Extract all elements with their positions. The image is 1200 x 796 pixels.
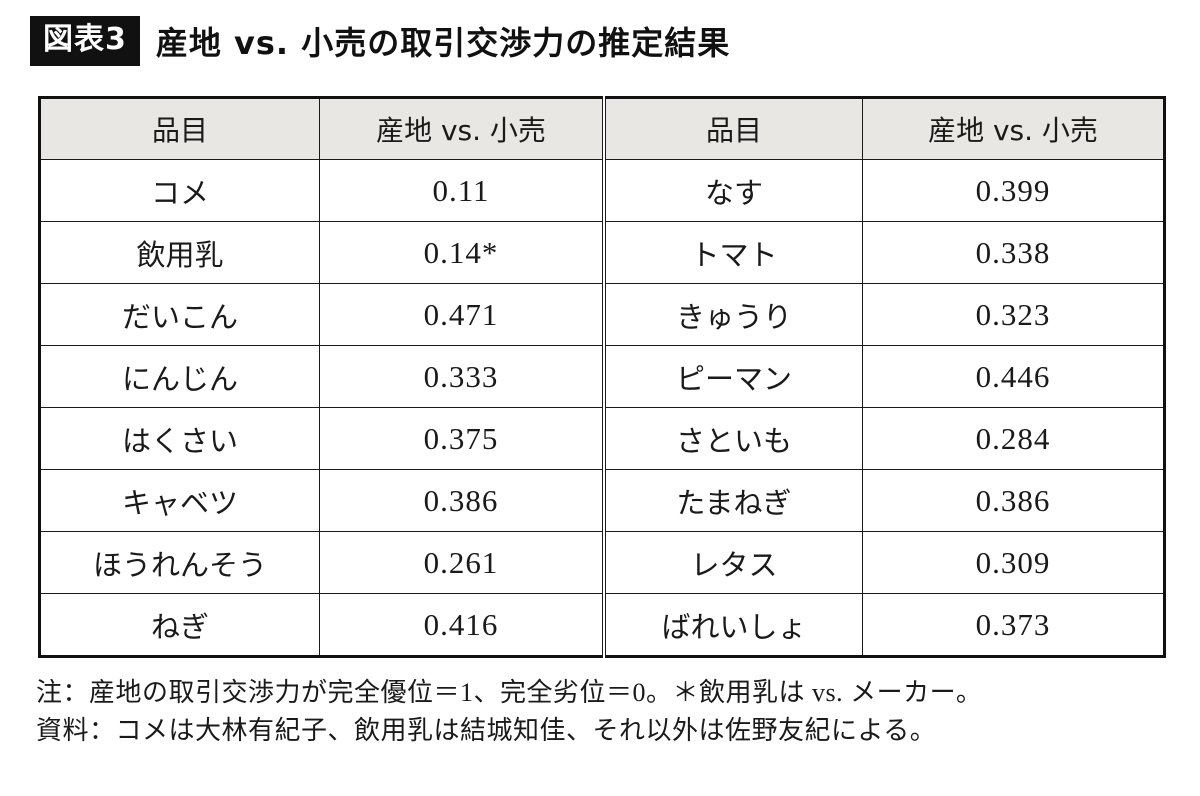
note-line: 注：産地の取引交渉力が完全優位＝1、完全劣位＝0。＊飲用乳は vs. メーカー。 — [36, 678, 983, 707]
table-row: キャベツ 0.386 たまねぎ 0.386 — [39, 469, 1165, 532]
value-cell: 0.338 — [862, 221, 1165, 284]
table-row: コメ 0.11 なす 0.399 — [39, 159, 1165, 222]
table-row: 飲用乳 0.14* トマト 0.338 — [39, 221, 1165, 284]
table-notes: 注：産地の取引交渉力が完全優位＝1、完全劣位＝0。＊飲用乳は vs. メーカー。… — [36, 674, 1200, 749]
table-row: だいこん 0.471 きゅうり 0.323 — [39, 283, 1165, 346]
column-header-value-left: 産地 vs. 小売 — [319, 97, 605, 160]
item-cell: ピーマン — [602, 345, 863, 408]
value-cell: 0.14* — [319, 221, 605, 284]
figure-title: 産地 vs. 小売の取引交渉力の推定結果 — [155, 24, 731, 62]
value-cell: 0.386 — [862, 469, 1165, 532]
value-cell: 0.416 — [319, 593, 605, 657]
value-cell: 0.375 — [319, 407, 605, 470]
table-body: コメ 0.11 なす 0.399 飲用乳 0.14* トマト 0.338 だいこん 0.471 きゅ… — [39, 159, 1165, 657]
column-header-item-left: 品目 — [39, 97, 320, 160]
value-cell: 0.11 — [319, 159, 605, 222]
value-cell: 0.471 — [319, 283, 605, 346]
item-cell: はくさい — [39, 407, 320, 470]
value-cell: 0.323 — [862, 283, 1165, 346]
item-cell: トマト — [602, 221, 863, 284]
value-cell: 0.333 — [319, 345, 605, 408]
figure-tag-badge: 図表3 — [30, 16, 140, 66]
item-cell: だいこん — [39, 283, 320, 346]
item-cell: さといも — [602, 407, 863, 470]
item-cell: 飲用乳 — [39, 221, 320, 284]
item-cell: コメ — [39, 159, 320, 222]
item-cell: にんじん — [39, 345, 320, 408]
item-cell: きゅうり — [602, 283, 863, 346]
item-cell: キャベツ — [39, 469, 320, 532]
table-row: にんじん 0.333 ピーマン 0.446 — [39, 345, 1165, 408]
figure-header: 図表3 産地 vs. 小売の取引交渉力の推定結果 — [30, 16, 1200, 66]
table-row: はくさい 0.375 さといも 0.284 — [39, 407, 1165, 470]
column-header-item-right: 品目 — [602, 97, 863, 160]
value-cell: 0.284 — [862, 407, 1165, 470]
item-cell: ほうれんそう — [39, 531, 320, 594]
table-header-row: 品目 産地 vs. 小売 品目 産地 vs. 小売 — [39, 97, 1165, 160]
item-cell: なす — [602, 159, 863, 222]
source-line: 資料：コメは大林有紀子、飲用乳は結城知佳、それ以外は佐野友紀による。 — [36, 715, 937, 745]
column-header-value-right: 産地 vs. 小売 — [862, 97, 1165, 160]
value-cell: 0.446 — [862, 345, 1165, 408]
item-cell: レタス — [602, 531, 863, 594]
item-cell: たまねぎ — [602, 469, 863, 532]
value-cell: 0.399 — [862, 159, 1165, 222]
table-row: ねぎ 0.416 ばれいしょ 0.373 — [39, 593, 1165, 657]
value-cell: 0.261 — [319, 531, 605, 594]
bargaining-power-table: 品目 産地 vs. 小売 品目 産地 vs. 小売 コメ 0.11 なす 0.399 飲… — [38, 96, 1166, 658]
value-cell: 0.309 — [862, 531, 1165, 594]
table-row: ほうれんそう 0.261 レタス 0.309 — [39, 531, 1165, 594]
value-cell: 0.386 — [319, 469, 605, 532]
item-cell: ねぎ — [39, 593, 320, 657]
value-cell: 0.373 — [862, 593, 1165, 657]
item-cell: ばれいしょ — [602, 593, 863, 657]
